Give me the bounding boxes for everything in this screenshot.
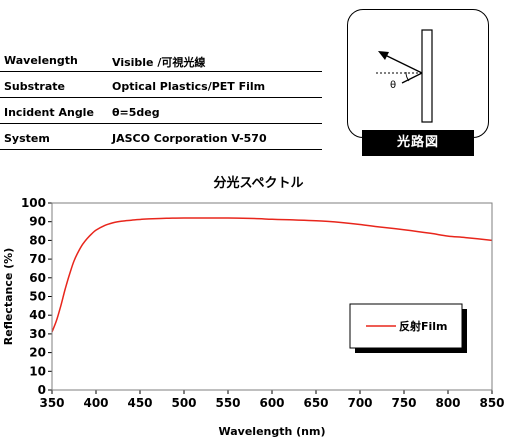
y-tick-label: 70 (29, 252, 46, 266)
optical-path-label: 光路図 (362, 130, 474, 156)
spec-value: JASCO Corporation V-570 (112, 132, 267, 145)
spec-row-incident-angle: Incident Angle θ=5deg (0, 98, 322, 124)
incident-ray (382, 53, 423, 74)
y-tick-label: 50 (29, 290, 46, 304)
spec-label: System (4, 132, 50, 145)
sample-plate (421, 29, 433, 123)
y-axis-title: Reflectance (%) (2, 248, 15, 345)
spec-label: Incident Angle (4, 106, 94, 119)
x-tick-label: 400 (83, 396, 108, 410)
y-tick-labels: 0 10 20 30 40 50 60 70 80 90 100 (21, 196, 46, 397)
y-tick-label: 20 (29, 346, 46, 360)
y-tick-label: 0 (38, 383, 46, 397)
y-tick-label: 80 (29, 233, 46, 247)
spec-value: θ=5deg (112, 106, 160, 119)
y-tick-label: 10 (29, 364, 46, 378)
spec-row-system: System JASCO Corporation V-570 (0, 124, 322, 150)
legend: 反射Film (349, 303, 467, 353)
x-tick-label: 650 (303, 396, 328, 410)
x-tick-label: 350 (39, 396, 64, 410)
spec-row-wavelength: Wavelength Visible /可視光線 (0, 46, 322, 72)
angle-symbol: θ (390, 80, 396, 91)
spec-value: Optical Plastics/PET Film (112, 80, 266, 93)
angle-arc (405, 71, 410, 82)
arrow-head-icon (378, 51, 389, 60)
legend-label: 反射Film (399, 319, 448, 333)
series-line-reflect-film (51, 217, 493, 333)
y-tick-label: 40 (29, 308, 46, 322)
y-tick-label: 30 (29, 327, 46, 341)
x-axis-title: Wavelength (nm) (219, 425, 326, 438)
spec-label: Substrate (4, 80, 65, 93)
spec-table: Wavelength Visible /可視光線 Substrate Optic… (0, 46, 322, 150)
x-tick-label: 750 (391, 396, 416, 410)
x-tick-label: 800 (435, 396, 460, 410)
axis-ticks (48, 202, 493, 394)
spec-label: Wavelength (4, 54, 78, 67)
y-tick-label: 90 (29, 215, 46, 229)
y-tick-label: 100 (21, 196, 46, 210)
optical-path-svg: θ (376, 29, 433, 123)
x-tick-labels: 350 400 450 500 550 600 650 700 750 800 850 (39, 396, 504, 410)
x-tick-label: 600 (259, 396, 284, 410)
plot-frame (51, 202, 493, 391)
spec-value: Visible /可視光線 (112, 56, 206, 69)
chart-title: 分光スペクトル (213, 176, 304, 191)
x-tick-label: 450 (127, 396, 152, 410)
reflected-ray (401, 72, 423, 84)
x-tick-label: 700 (347, 396, 372, 410)
x-tick-label: 850 (479, 396, 504, 410)
spec-row-substrate: Substrate Optical Plastics/PET Film (0, 72, 322, 98)
x-tick-label: 550 (215, 396, 240, 410)
plot-area (52, 203, 492, 390)
x-tick-label: 500 (171, 396, 196, 410)
y-tick-label: 60 (29, 271, 46, 285)
